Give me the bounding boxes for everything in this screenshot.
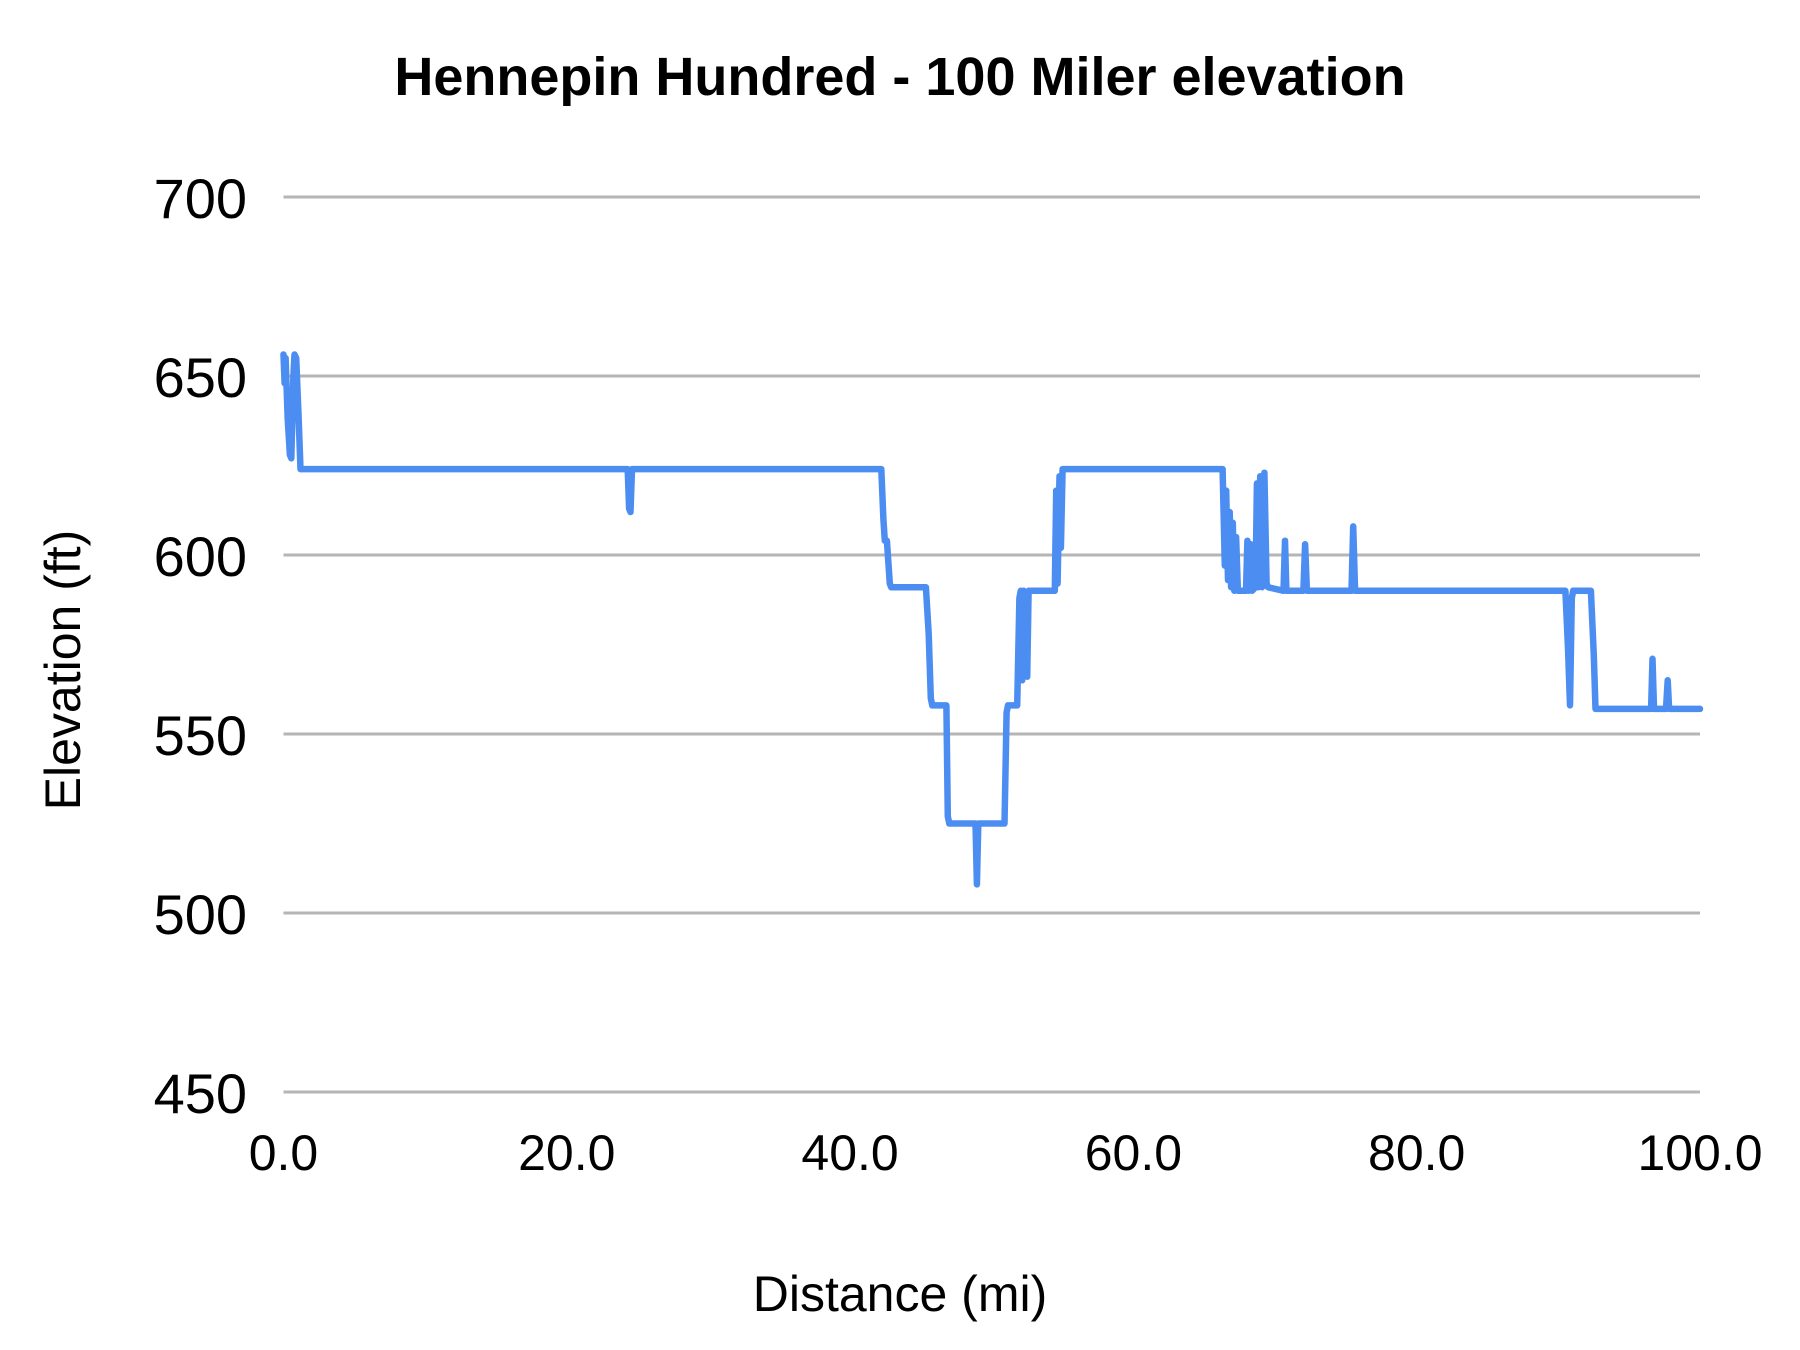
elevation-line bbox=[280, 351, 1704, 888]
y-tick-label: 450 bbox=[154, 1062, 247, 1125]
y-tick-label: 550 bbox=[154, 704, 247, 767]
x-tick-label: 60.0 bbox=[1085, 1125, 1182, 1181]
x-tick-label: 100.0 bbox=[1637, 1125, 1762, 1181]
y-axis-title: Elevation (ft) bbox=[35, 530, 91, 811]
gridlines-group bbox=[283, 195, 1700, 1094]
x-tick-label: 40.0 bbox=[801, 1125, 898, 1181]
x-tick-label: 0.0 bbox=[249, 1125, 319, 1181]
y-tick-label: 600 bbox=[154, 525, 247, 588]
x-axis-title: Distance (mi) bbox=[753, 1266, 1047, 1322]
y-tick-label: 700 bbox=[154, 167, 247, 230]
x-tick-label: 80.0 bbox=[1368, 1125, 1465, 1181]
x-axis-tick-labels: 0.0 20.0 40.0 60.0 80.0 100.0 bbox=[249, 1125, 1763, 1181]
y-axis-tick-labels: 700 650 600 550 500 450 bbox=[154, 167, 247, 1125]
y-tick-label: 500 bbox=[154, 883, 247, 946]
series-group bbox=[280, 351, 1704, 888]
y-tick-label: 650 bbox=[154, 346, 247, 409]
chart-title: Hennepin Hundred - 100 Miler elevation bbox=[394, 47, 1405, 107]
x-tick-label: 20.0 bbox=[518, 1125, 615, 1181]
